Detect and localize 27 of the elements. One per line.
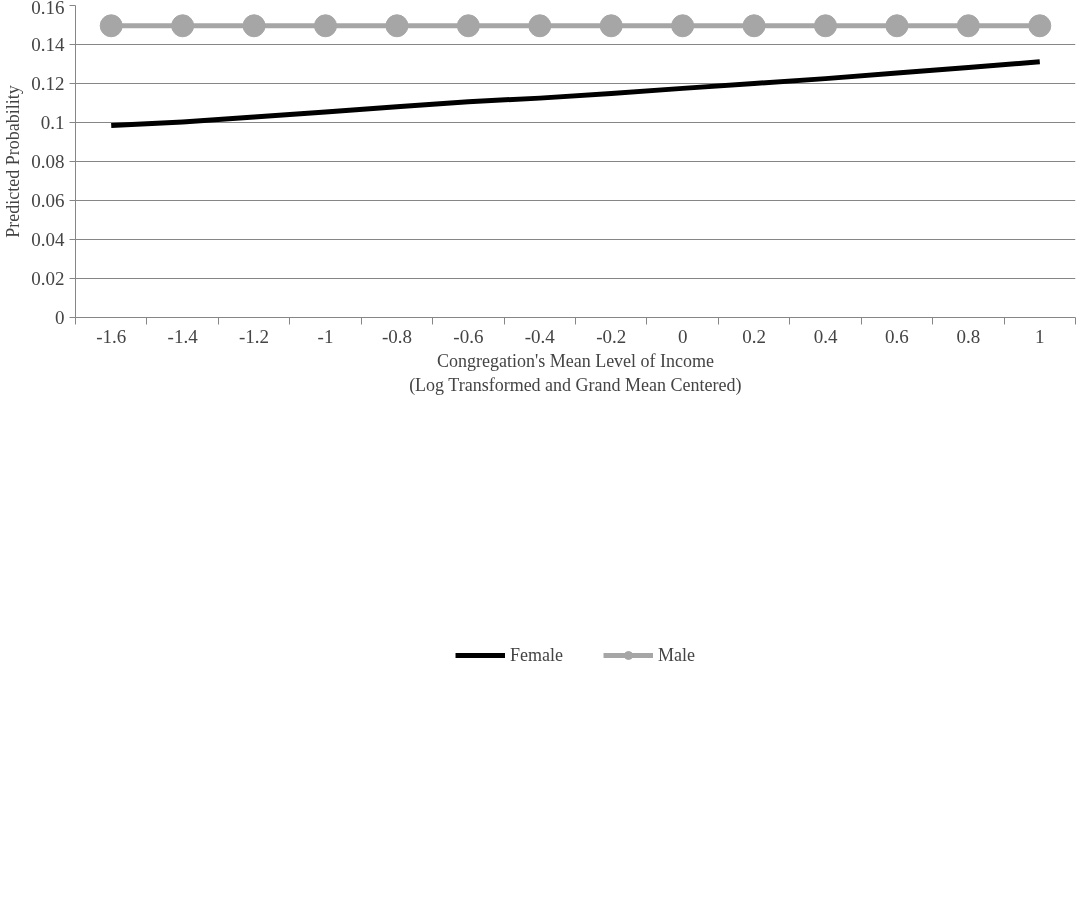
y-tick-label: 0.04 xyxy=(31,229,65,250)
x-tick-label: -0.8 xyxy=(381,325,412,347)
x-tick-label: -1 xyxy=(317,325,334,347)
x-tick-label: 1 xyxy=(1035,325,1045,347)
x-tick-label: -1.6 xyxy=(96,325,127,347)
y-tick-label: 0.14 xyxy=(31,34,65,55)
x-tick-label: -1.4 xyxy=(167,325,199,347)
y-tick-label: 0.1 xyxy=(40,112,65,133)
y-tick-label: 0.12 xyxy=(31,73,65,94)
y-tick-label: 0.06 xyxy=(31,190,65,211)
y-tick-label: 0.08 xyxy=(31,151,65,172)
x-tick-label: -1.2 xyxy=(239,325,270,347)
legend-label: Male xyxy=(658,644,695,666)
x-tick-label: 0.6 xyxy=(885,325,909,347)
legend-label: Female xyxy=(510,644,563,666)
x-tick-label: -0.4 xyxy=(524,325,556,347)
x-tick-label: 0.2 xyxy=(742,325,766,347)
x-tick-label: 0 xyxy=(677,325,688,347)
y-axis-title: Predicted Probability xyxy=(3,85,24,238)
y-tick-label: 0.16 xyxy=(31,0,65,18)
x-tick-label: 0.8 xyxy=(956,325,981,347)
x-tick-label: 0.4 xyxy=(813,325,838,347)
y-tick-label: 0 xyxy=(55,307,65,328)
x-tick-label: -0.6 xyxy=(453,325,484,347)
x-axis-title: Congregation's Mean Level of Income (Log Transformed and Grand Mean Centered) xyxy=(409,350,742,396)
x-tick-label: -0.2 xyxy=(596,325,627,347)
y-tick-label: 0.02 xyxy=(31,268,65,289)
